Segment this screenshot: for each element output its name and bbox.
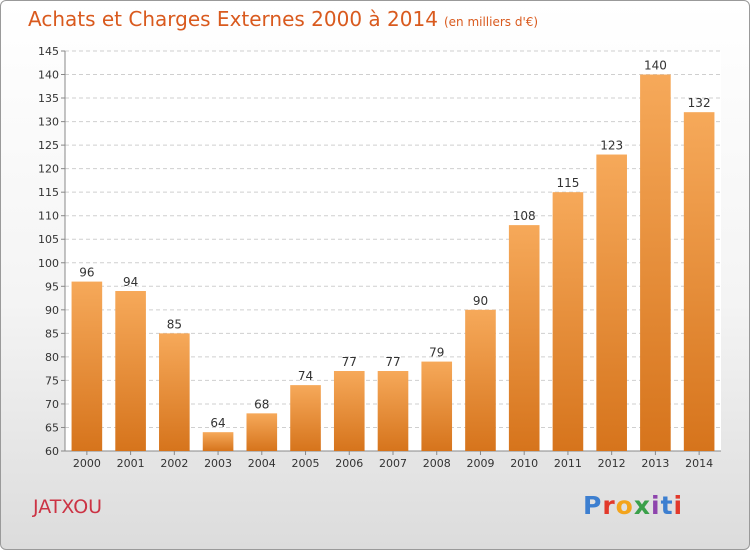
logo-letter: x — [633, 491, 651, 520]
y-tick-label: 70 — [45, 398, 59, 411]
logo-letter: r — [602, 491, 616, 520]
x-tick-label: 2006 — [335, 457, 363, 470]
x-tick-label: 2002 — [160, 457, 188, 470]
data-label: 132 — [688, 96, 711, 110]
data-label: 74 — [298, 369, 313, 383]
x-tick-label: 2004 — [248, 457, 276, 470]
data-label: 96 — [79, 266, 94, 280]
bar — [290, 385, 321, 451]
bar — [159, 333, 190, 451]
y-tick-label: 110 — [38, 210, 59, 223]
y-tick-label: 105 — [38, 233, 59, 246]
bar — [377, 371, 409, 451]
y-tick-label: 140 — [38, 69, 59, 82]
bar — [552, 192, 584, 452]
x-tick-label: 2014 — [685, 457, 713, 470]
y-tick-label: 80 — [45, 351, 59, 364]
x-tick-label: 2000 — [73, 457, 101, 470]
y-tick-label: 90 — [45, 304, 59, 317]
logo-letter: i — [673, 491, 684, 520]
proxiti-logo: Proxiti — [583, 491, 683, 520]
x-tick-label: 2009 — [466, 457, 494, 470]
y-tick-label: 135 — [38, 92, 59, 105]
y-tick-label: 100 — [38, 257, 59, 270]
data-label: 123 — [600, 139, 623, 153]
logo-letter: P — [583, 491, 603, 520]
x-tick-label: 2008 — [423, 457, 451, 470]
bar — [115, 291, 146, 451]
data-label: 90 — [473, 294, 488, 308]
chart-unit: (en milliers d'€) — [443, 15, 539, 29]
y-tick-label: 60 — [45, 445, 59, 458]
y-tick-label: 85 — [45, 327, 59, 340]
x-tick-label: 2001 — [117, 457, 145, 470]
bar — [640, 74, 671, 451]
y-tick-label: 130 — [38, 116, 59, 129]
x-tick-label: 2005 — [292, 457, 320, 470]
data-label: 77 — [342, 355, 357, 369]
y-tick-label: 145 — [38, 45, 59, 58]
data-label: 85 — [167, 317, 182, 331]
y-tick-label: 120 — [38, 163, 59, 176]
bar — [421, 361, 453, 451]
bar — [202, 432, 234, 451]
y-tick-label: 125 — [38, 139, 59, 152]
y-tick-label: 75 — [45, 374, 59, 387]
data-label: 64 — [210, 416, 225, 430]
x-tick-label: 2011 — [554, 457, 582, 470]
x-tick-label: 2003 — [204, 457, 232, 470]
y-tick-label: 115 — [38, 186, 59, 199]
data-label: 115 — [556, 176, 579, 190]
bar — [683, 112, 715, 452]
x-tick-label: 2013 — [641, 457, 669, 470]
logo-letter: t — [660, 491, 674, 520]
data-label: 140 — [644, 59, 667, 73]
bar — [508, 225, 540, 451]
x-tick-label: 2010 — [510, 457, 538, 470]
x-tick-label: 2012 — [598, 457, 626, 470]
bar — [596, 154, 627, 451]
bar — [246, 413, 278, 451]
data-label: 77 — [385, 355, 400, 369]
bar — [465, 309, 496, 451]
logo-letter: o — [615, 491, 634, 520]
y-tick-label: 65 — [45, 421, 59, 434]
x-tick-label: 2007 — [379, 457, 407, 470]
chart-title-text: Achats et Charges Externes 2000 à 2014 — [28, 7, 438, 31]
data-label: 68 — [254, 397, 269, 411]
chart-title: Achats et Charges Externes 2000 à 2014 (e… — [28, 7, 538, 31]
data-label: 94 — [123, 275, 138, 289]
bar — [333, 371, 365, 451]
bar — [71, 281, 103, 451]
logo-letter: i — [651, 491, 661, 520]
commune-name: JATXOU — [33, 496, 103, 518]
data-label: 79 — [429, 346, 444, 360]
y-tick-label: 95 — [45, 280, 59, 293]
data-label: 108 — [513, 209, 536, 223]
